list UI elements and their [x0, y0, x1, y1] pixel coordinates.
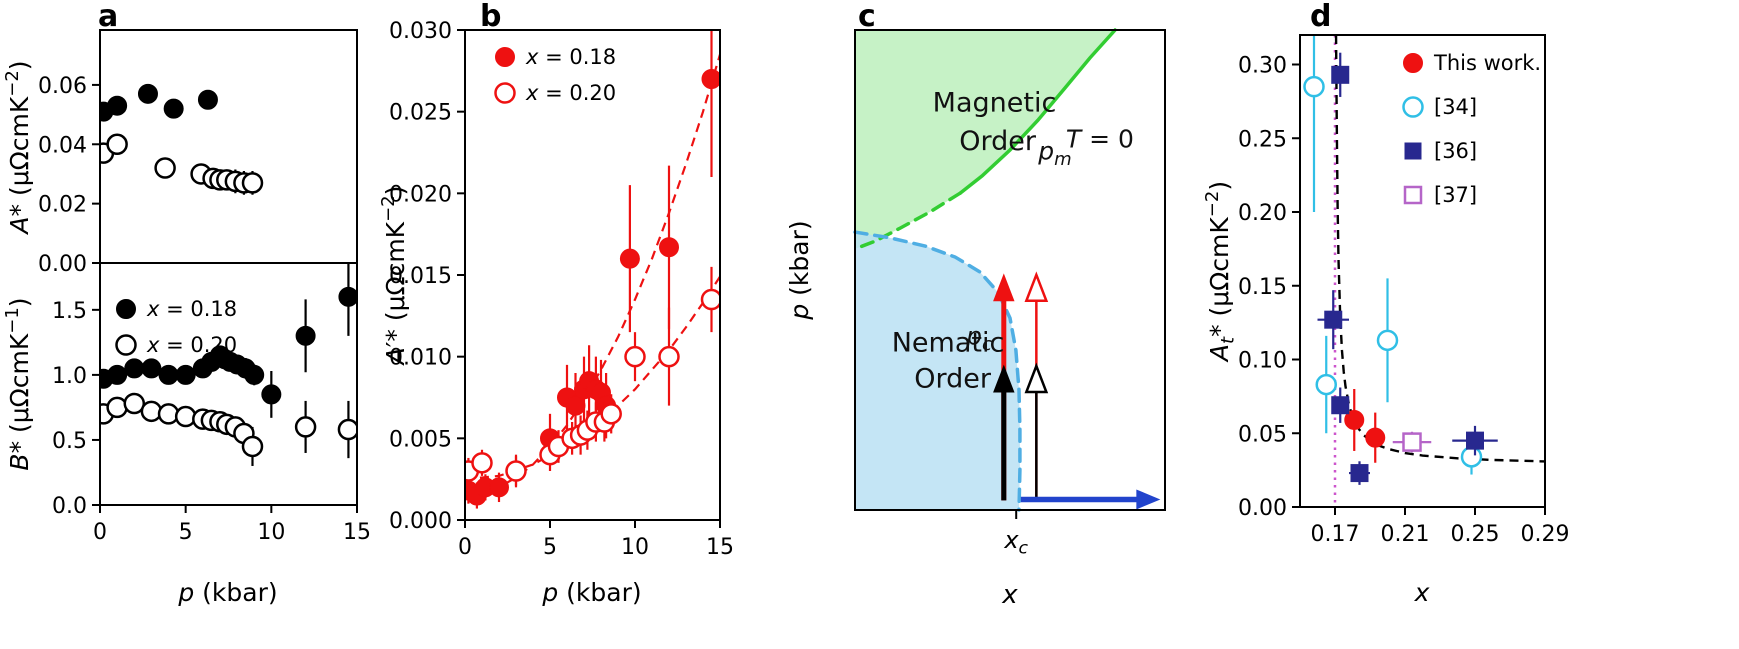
- panel-a-top-plot: 0.00 0.02 0.04 0.06A* (μΩcmK−2) a: [2, 0, 358, 277]
- series-ref-36: [1317, 52, 1498, 485]
- x-tick-label: 10: [621, 535, 649, 560]
- y-tick-label: 0.0: [52, 494, 87, 519]
- axes-box: [99, 29, 358, 264]
- x-tick-label: 0.29: [1521, 522, 1570, 547]
- y-tick-label: 0.05: [1238, 422, 1287, 447]
- x-tick-label: 0: [458, 535, 472, 560]
- x-tick-label: 15: [343, 520, 371, 545]
- legend-label: x = 0.20: [525, 81, 616, 105]
- x-sweep-arrow: [1020, 489, 1161, 510]
- panel-d-plot: 0.17 0.21 0.25 0.29 0.00 0.05 0.10 0.15 0.20 0.25…: [1202, 0, 1569, 607]
- black-open-pressure-arrow: [1024, 362, 1049, 501]
- y-tick-label: 0.005: [389, 427, 452, 452]
- panel-b-chart: 0 5 10 15 0.000 0.005 0.010 0.015 0.020 0.025 0.03…: [380, 0, 734, 607]
- y-tick-label: 0.010: [389, 346, 452, 371]
- x-axis-label: x: [1001, 580, 1018, 610]
- x-axis-label: x: [1414, 578, 1430, 607]
- x-tick-label: 5: [179, 520, 193, 545]
- x-axis-label: p (kbar): [177, 578, 277, 607]
- panel-a-chart: 0.00 0.02 0.04 0.06A* (μΩcmK−2) a 0 5 10 15 0.0 0.…: [2, 0, 371, 607]
- y-tick-label: 0.02: [38, 193, 87, 218]
- y-tick-label: 0.00: [1238, 496, 1287, 521]
- legend-label: This work.: [1433, 51, 1541, 75]
- y-tick-label: 1.0: [52, 364, 87, 389]
- x-tick-label: 0.25: [1451, 522, 1500, 547]
- series-x020: [100, 133, 264, 195]
- pm-boundary-solid: [958, 28, 1117, 195]
- nematic-order-label-line1: Nematic: [892, 328, 1005, 359]
- legend: x = 0.18 x = 0.20: [494, 45, 616, 105]
- y-tick-label: 0.25: [1238, 127, 1287, 152]
- series-x018: [100, 263, 357, 418]
- y-axis-label: B* (μΩcmK−1): [2, 297, 34, 470]
- series-x018: [100, 83, 218, 122]
- series-ref-34: [1303, 35, 1483, 475]
- axes-box: [1299, 34, 1546, 508]
- t-equals-zero-label: T = 0: [1066, 125, 1134, 154]
- legend-label: x = 0.18: [525, 45, 616, 69]
- series-x020: [465, 266, 720, 486]
- panel-label-a: a: [98, 0, 118, 34]
- y-axis-label: p (kbar): [785, 220, 814, 320]
- legend-label: x = 0.20: [146, 333, 237, 357]
- x-tick-label: 5: [543, 535, 557, 560]
- panel-d-chart: 0.17 0.21 0.25 0.29 0.00 0.05 0.10 0.15 0.20 0.25…: [1202, 0, 1569, 607]
- legend-label: [36]: [1434, 139, 1477, 163]
- x-tick-label: 0: [93, 520, 107, 545]
- y-tick-label: 0.30: [1238, 54, 1287, 79]
- legend-label: x = 0.18: [146, 297, 237, 321]
- pm-label: pm: [1037, 137, 1071, 171]
- panel-label-b: b: [480, 0, 501, 34]
- x-axis-label: p (kbar): [541, 578, 641, 607]
- y-tick-label: 0.025: [389, 101, 452, 126]
- y-tick-label: 0.06: [38, 74, 87, 99]
- magnetic-order-label-line2: Order: [959, 126, 1037, 157]
- y-tick-label: 1.5: [52, 299, 87, 324]
- y-tick-label: 0.15: [1238, 275, 1287, 300]
- panel-b-plot: 0 5 10 15 0.000 0.005 0.010 0.015 0.020 0.025 0.03…: [380, 0, 734, 607]
- nematic-order-region: [855, 232, 1020, 510]
- magnetic-order-region: [855, 30, 1116, 249]
- trend-x020: [465, 276, 720, 481]
- y-tick-label: 0.20: [1238, 201, 1287, 226]
- axes-box: [854, 29, 1166, 511]
- y-tick-label: 0.5: [52, 429, 87, 454]
- y-tick-label: 0.000: [389, 509, 452, 534]
- series-this-work: [1344, 389, 1386, 463]
- legend-label: [37]: [1434, 183, 1477, 207]
- series-ref-37: [1392, 431, 1432, 453]
- y-tick-label: 0.04: [38, 133, 87, 158]
- magnetic-order-label-line1: Magnetic: [933, 88, 1057, 119]
- x-tick-label: 0.17: [1311, 522, 1360, 547]
- nematic-order-label-line2: Order: [914, 364, 992, 395]
- legend: x = 0.18 x = 0.20: [115, 297, 237, 357]
- series-x020: [100, 392, 357, 466]
- panel-label-c: c: [858, 0, 876, 34]
- y-tick-label: 0.020: [389, 182, 452, 207]
- black-filled-pressure-arrow: [993, 364, 1015, 501]
- x-c-tick-label: xc: [1003, 526, 1028, 558]
- panel-label-d: d: [1310, 0, 1331, 34]
- legend-label: [34]: [1434, 95, 1477, 119]
- pc-label: pc: [965, 321, 992, 355]
- y-tick-label: 0.030: [389, 19, 452, 44]
- y-axis-label: A′* (μΩcmK−2): [380, 186, 410, 367]
- y-axis-label: A* (μΩcmK−2): [2, 60, 34, 235]
- panel-a-bottom-plot: 0 5 10 15 0.0 0.5 1.0 1.5 B* (μΩcmK−1) p (kbar) x …: [2, 262, 371, 607]
- y-tick-label: 0.015: [389, 264, 452, 289]
- pm-boundary-dashed: [853, 191, 962, 251]
- y-tick-label: 0.00: [38, 252, 87, 277]
- x-tick-label: 0.21: [1381, 522, 1430, 547]
- x-tick-label: 10: [257, 520, 285, 545]
- x-tick-label: 15: [706, 535, 734, 560]
- legend: This work. [34] [36] [37]: [1402, 51, 1541, 207]
- axes-box: [99, 262, 358, 506]
- y-axis-label: At* (μΩcmK−2): [1202, 181, 1239, 363]
- y-tick-label: 0.10: [1238, 349, 1287, 374]
